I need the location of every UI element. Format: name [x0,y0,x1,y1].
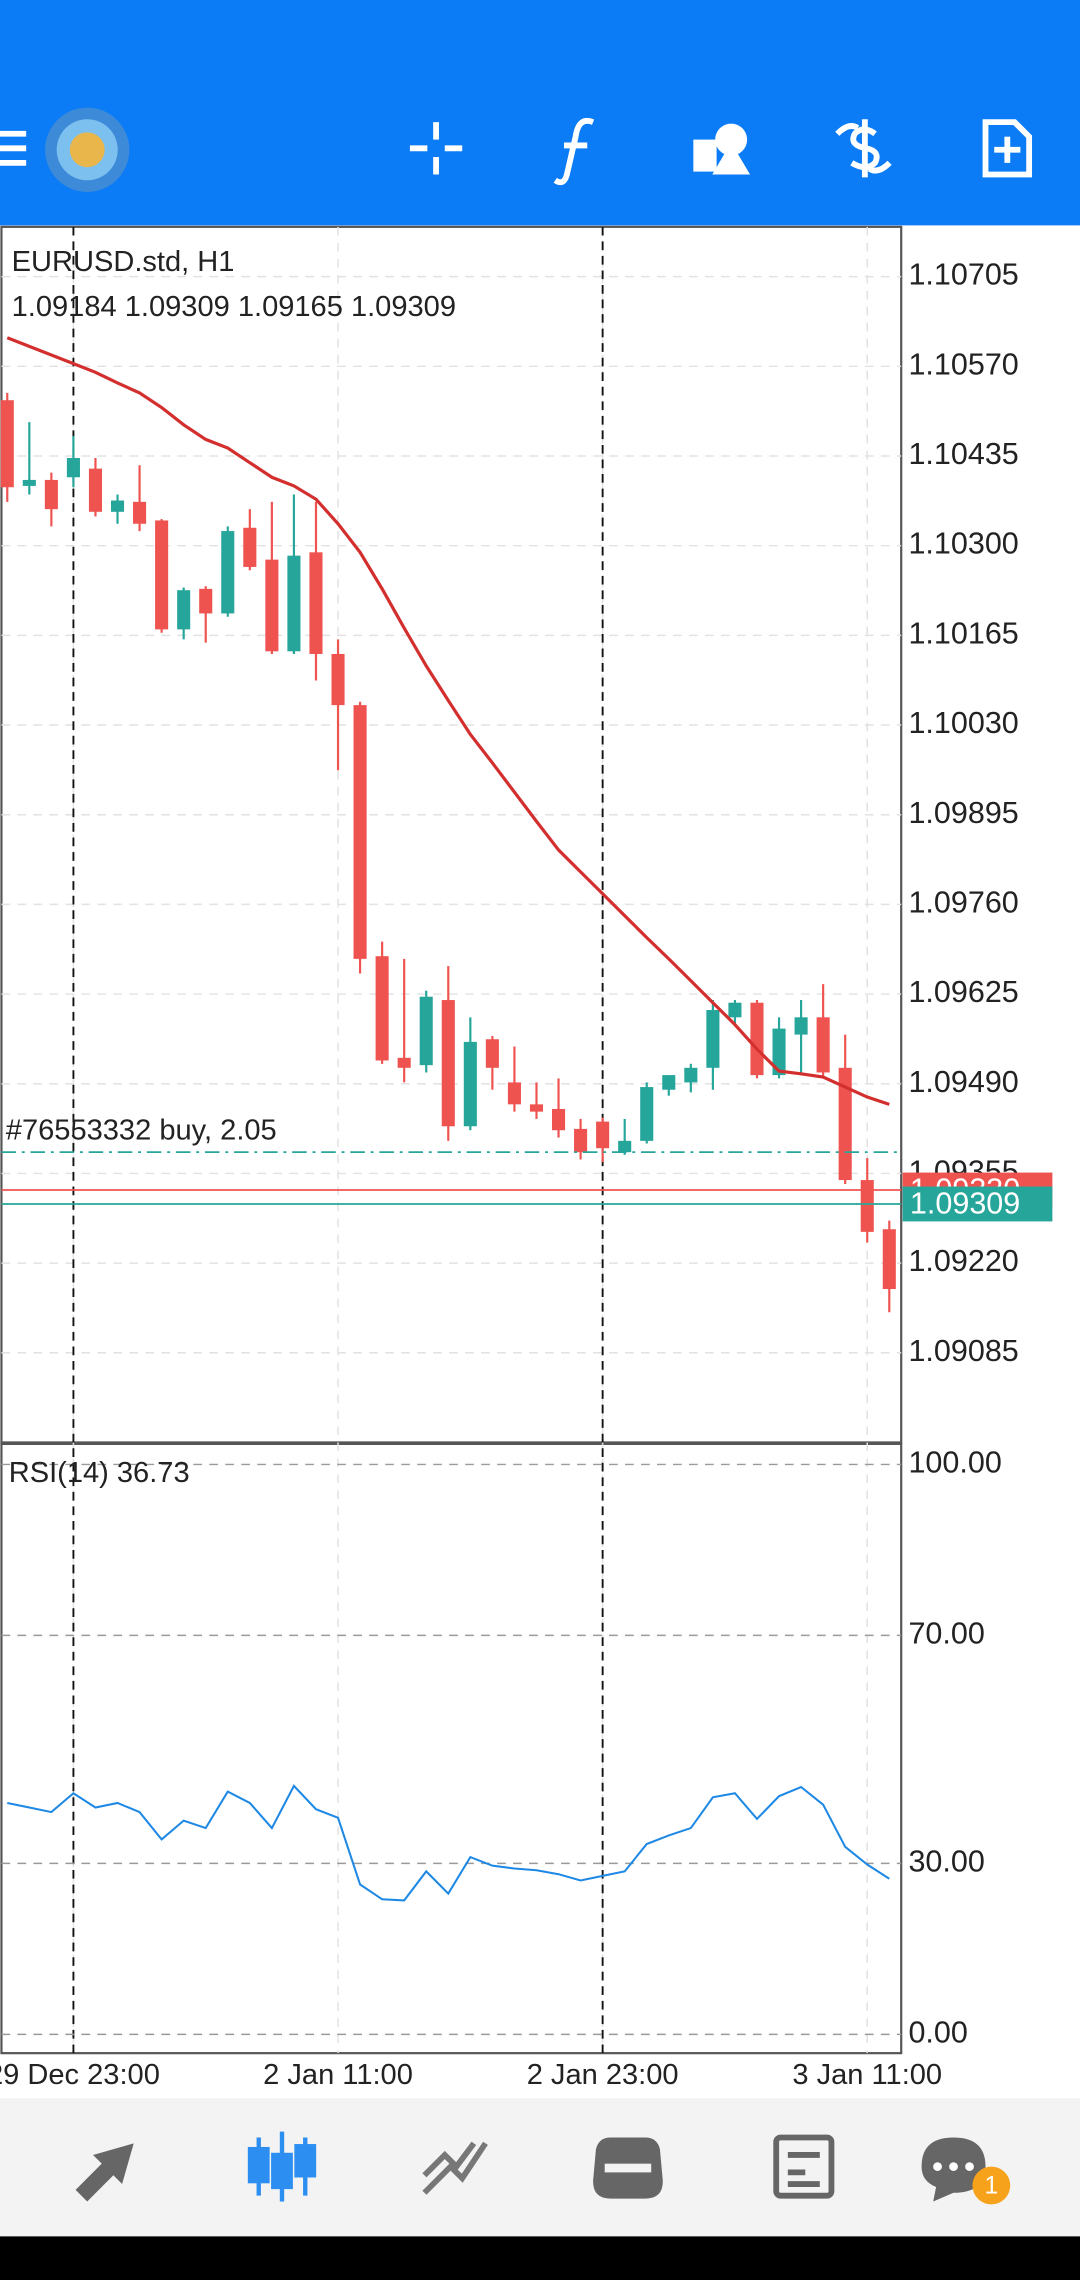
y-tick-label: 1.09490 [908,1065,1018,1099]
candle-body [419,996,433,1066]
quotes-tab[interactable] [75,2143,134,2202]
rsi-line [7,1784,890,1902]
candle-body [750,1002,764,1076]
crosshair-button[interactable] [409,122,463,175]
y-tick-label: 70.00 [908,1616,984,1650]
chat-badge-count: 1 [984,2172,998,2199]
candle-body [199,588,213,614]
main-chart-frame [0,225,903,1444]
candle-body [44,479,58,510]
y-tick-label: 1.10300 [908,527,1018,561]
candle-body [816,1017,830,1073]
y-tick-label: 1.09760 [908,885,1018,919]
x-tick-label: 2 Jan 23:00 [527,2059,679,2091]
candle-body [66,458,80,478]
toolbar [0,0,1080,226]
candle-body [0,400,14,488]
candle-body [684,1067,698,1083]
chart-ohlc: 1.09184 1.09309 1.09165 1.09309 [12,291,456,323]
candle-body [110,500,125,512]
plot-layer: 1.10705 1.10570 1.10435 1.10300 1.10165 1.100… [0,226,1053,2091]
x-tick-label: 2 Jan 11:00 [263,2059,413,2091]
y-tick-label: 30.00 [908,1844,984,1878]
candle-body [331,653,345,706]
chart-tab[interactable] [247,2131,317,2202]
candle-body [529,1104,544,1112]
history-tab[interactable] [593,2137,663,2199]
candle-body [485,1039,499,1068]
candle-body [507,1082,521,1105]
candle-body [706,1010,720,1068]
y-tick-label: 1.10435 [908,437,1018,471]
y-tick-label: 1.09220 [908,1244,1018,1278]
news-tab[interactable] [773,2134,835,2199]
candle-body [882,1229,896,1290]
candle-body [309,552,323,654]
candle-body [375,956,389,1061]
candle-body [353,705,367,959]
candle-body [794,1017,808,1035]
candle-body [618,1140,632,1153]
candle-body [133,501,147,524]
y-tick-label: 1.10705 [908,258,1018,292]
candle-body [177,590,191,630]
candle-body [22,479,36,486]
price-label: 1.09309 [910,1186,1020,1220]
candle-body [596,1121,610,1149]
x-tick-label: 29 Dec 23:00 [0,2059,160,2091]
y-tick-label: 1.10165 [908,616,1018,650]
candle-body [221,531,235,614]
chat-badge [972,2166,1011,2205]
candle-body [287,555,301,652]
order-label: #76553332 buy, 2.05 [6,1114,277,1146]
candle-body [551,1108,566,1131]
candle-body [441,1000,455,1127]
system-bar [0,2236,1080,2280]
rsi-title: RSI(14) 36.73 [9,1457,190,1489]
rsi-chart-frame [0,1442,903,2055]
chart-title: EURUSD.std, H1 [12,246,235,278]
y-tick-label: 1.10570 [908,347,1018,381]
candle-body [640,1087,654,1141]
app-logo[interactable] [45,107,130,192]
menu-button[interactable] [0,130,27,166]
trade-tab[interactable] [422,2141,488,2195]
y-tick-label: 1.10030 [908,706,1018,740]
candle-body [574,1128,588,1153]
y-tick-label: 1.09895 [908,796,1018,830]
bottom-nav [0,2098,1080,2237]
indicators-button[interactable] [553,117,595,186]
candle-body [772,1028,786,1076]
x-tick-label: 3 Jan 11:00 [792,2059,942,2091]
y-tick-label: 1.09625 [908,975,1018,1009]
candle-body [88,468,103,512]
candle-body [265,559,279,652]
candle-body [860,1180,874,1232]
y-tick-label: 1.09085 [908,1334,1018,1368]
candle-body [662,1075,676,1090]
y-tick-label: 100.00 [908,1445,1001,1479]
objects-button[interactable] [693,123,751,175]
candle-body [397,1057,411,1068]
new-order-button[interactable] [982,119,1033,178]
candle-body [728,1002,742,1018]
candle-body [463,1041,477,1127]
moving-average [6,336,890,1106]
trade-button[interactable] [835,119,892,178]
candle-body [243,527,257,567]
price-label-box [902,1186,1053,1222]
candle-body [155,520,169,630]
y-tick-label: 0.00 [908,2015,967,2049]
chat-tab[interactable]: 1 [921,2137,1011,2205]
